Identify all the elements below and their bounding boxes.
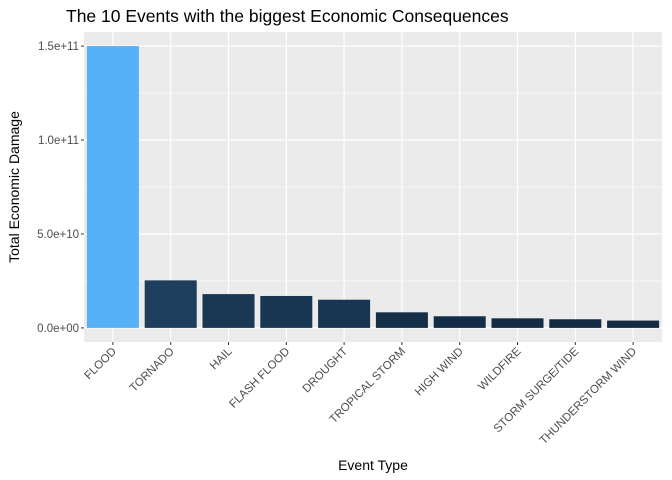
bar-tornado (144, 280, 197, 328)
bar-flood (86, 46, 139, 328)
bar-high-wind (433, 316, 486, 328)
y-tick-label: 0.0e+00 (37, 323, 79, 335)
y-tick-label: 1.5e+11 (38, 41, 79, 53)
x-tick-label: TORNADO (128, 346, 177, 395)
x-tick-label: FLASH FLOOD (227, 346, 292, 411)
bar-wildfire (491, 318, 544, 328)
chart-title: The 10 Events with the biggest Economic … (66, 6, 509, 26)
bar-thunderstorm-wind (607, 320, 660, 328)
x-tick-label: DROUGHT (301, 346, 351, 396)
x-tick-label: FLOOD (83, 346, 120, 383)
bar-flash-flood (260, 295, 313, 328)
x-tick-label: WILDFIRE (476, 345, 524, 393)
y-axis-title: Total Economic Damage (6, 111, 22, 263)
y-axis: 0.0e+00 5.0e+10 1.0e+11 1.5e+11 (37, 41, 84, 335)
y-tick-label: 1.0e+11 (38, 135, 79, 147)
x-tick-label: THUNDERSTORM WIND (538, 346, 639, 447)
bar-storm-surge-tide (549, 319, 602, 328)
x-tick-label: HAIL (208, 345, 235, 372)
y-tick-label: 5.0e+10 (37, 229, 79, 241)
bar-drought (318, 299, 371, 328)
bar-hail (202, 294, 255, 328)
x-axis-title: Event Type (338, 457, 408, 473)
x-tick-label: HIGH WIND (413, 346, 466, 399)
bar-tropical-storm (375, 312, 428, 328)
bars (86, 46, 660, 328)
